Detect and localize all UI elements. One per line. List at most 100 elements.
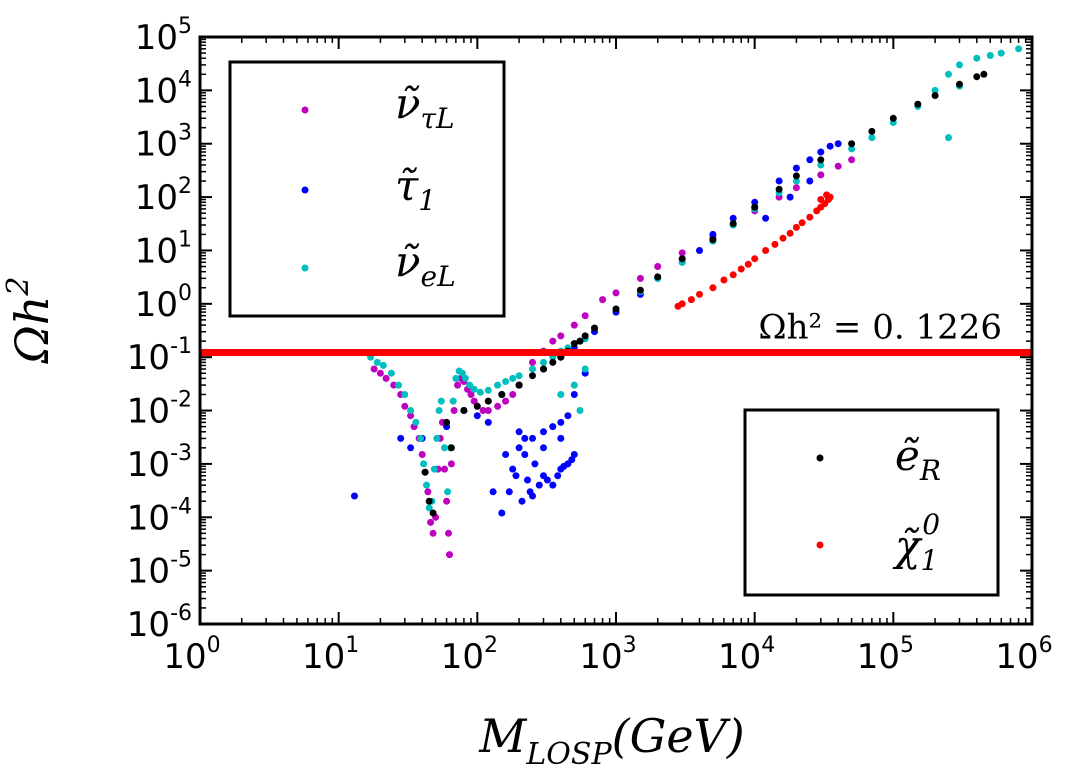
data-point-nu_tau_L bbox=[479, 407, 487, 414]
data-point-e_R bbox=[914, 100, 922, 108]
data-point-stau_1 bbox=[792, 164, 800, 172]
data-point-nu_e_L bbox=[557, 391, 565, 398]
data-point-e_R bbox=[848, 140, 856, 148]
data-point-e_R bbox=[654, 273, 662, 281]
data-point-e_R bbox=[460, 407, 468, 414]
data-point-e_R bbox=[931, 92, 939, 99]
data-point-stau_1 bbox=[489, 488, 497, 496]
data-point-stau_1 bbox=[834, 140, 842, 148]
data-point-nu_tau_L bbox=[636, 274, 644, 282]
data-point-stau_1 bbox=[535, 481, 543, 489]
data-point-stau_1 bbox=[521, 434, 529, 442]
legend-label-chi-1-0: χ̃10 bbox=[892, 508, 940, 577]
data-point-chi_1_0 bbox=[771, 240, 779, 248]
data-point-stau_1 bbox=[540, 428, 547, 436]
data-point-e_R bbox=[576, 337, 584, 345]
data-point-nu_tau_L bbox=[370, 365, 378, 373]
data-point-e_R bbox=[421, 468, 429, 476]
data-point-nu_e_L bbox=[430, 465, 438, 473]
data-point-e_R bbox=[709, 236, 717, 244]
data-point-nu_e_L bbox=[379, 361, 387, 369]
data-point-nu_tau_L bbox=[599, 296, 607, 304]
data-point-stau_1 bbox=[529, 492, 536, 500]
data-point-stau_1 bbox=[570, 451, 578, 458]
series-chi_1_0 bbox=[674, 191, 834, 310]
data-point-e_R bbox=[473, 402, 481, 410]
data-point-nu_e_L bbox=[576, 407, 584, 414]
data-point-nu_e_L bbox=[401, 391, 409, 398]
data-point-nu_e_L bbox=[931, 86, 939, 94]
y-tick-label: 100 bbox=[135, 281, 192, 325]
data-point-nu_e_L bbox=[502, 378, 510, 385]
data-point-nu_tau_L bbox=[429, 529, 437, 537]
data-point-nu_e_L bbox=[435, 407, 443, 414]
data-point-stau_1 bbox=[564, 412, 572, 420]
data-point-nu_e_L bbox=[387, 369, 395, 377]
data-point-stau_1 bbox=[549, 423, 557, 431]
data-point-nu_tau_L bbox=[848, 156, 856, 164]
data-point-chi_1_0 bbox=[762, 247, 770, 254]
data-point-nu_e_L bbox=[973, 54, 981, 62]
data-point-nu_e_L bbox=[395, 381, 402, 389]
data-point-e_R bbox=[792, 172, 800, 180]
data-point-stau_1 bbox=[762, 214, 770, 222]
data-point-nu_tau_L bbox=[549, 337, 557, 345]
data-point-stau_1 bbox=[549, 481, 557, 489]
data-point-nu_e_L bbox=[444, 488, 452, 496]
x-tick-label: 106 bbox=[995, 633, 1052, 677]
data-point-e_R bbox=[549, 358, 557, 366]
data-point-nu_tau_L bbox=[447, 460, 455, 468]
legend-box bbox=[228, 60, 506, 318]
data-point-e_R bbox=[980, 70, 988, 78]
data-point-nu_e_L bbox=[423, 481, 430, 489]
y-tick-label: 10-6 bbox=[127, 601, 192, 645]
legend-marker-nu-tau-L bbox=[301, 106, 309, 114]
data-point-nu_tau_L bbox=[445, 529, 452, 537]
data-point-nu_tau_L bbox=[376, 369, 384, 377]
data-point-nu_e_L bbox=[461, 374, 469, 382]
data-point-stau_1 bbox=[696, 247, 703, 254]
tick-marks bbox=[199, 36, 1033, 625]
data-point-stau_1 bbox=[806, 177, 814, 185]
data-point-stau_1 bbox=[826, 142, 834, 150]
y-tick-label: 104 bbox=[135, 67, 192, 111]
data-point-nu_e_L bbox=[570, 381, 578, 389]
data-point-e_R bbox=[443, 418, 451, 426]
data-point-nu_tau_L bbox=[441, 465, 448, 473]
y-tick-label: 105 bbox=[135, 14, 192, 58]
legend-marker-stau-1 bbox=[301, 186, 309, 194]
data-point-nu_e_L bbox=[458, 369, 466, 377]
data-point-stau_1 bbox=[568, 456, 576, 464]
data-point-nu_e_L bbox=[441, 444, 448, 452]
data-point-nu_e_L bbox=[986, 52, 994, 59]
data-point-stau_1 bbox=[515, 444, 523, 452]
data-point-chi_1_0 bbox=[696, 290, 703, 298]
x-tick-label: 103 bbox=[579, 633, 636, 677]
data-point-nu_e_L bbox=[420, 460, 428, 468]
data-point-chi_1_0 bbox=[678, 300, 686, 308]
data-point-nu_tau_L bbox=[427, 518, 435, 526]
data-point-chi_1_0 bbox=[786, 229, 794, 237]
series-e_R bbox=[421, 70, 988, 517]
data-point-nu_e_L bbox=[476, 388, 484, 396]
y-tick-label: 102 bbox=[135, 174, 192, 218]
data-point-stau_1 bbox=[557, 434, 565, 442]
y-tick-label: 10-1 bbox=[127, 334, 192, 378]
legend-marker-nu-e-L bbox=[301, 264, 309, 272]
x-tick-label: 100 bbox=[163, 633, 220, 677]
x-tick-label: 102 bbox=[441, 633, 498, 677]
data-point-stau_1 bbox=[351, 492, 358, 500]
data-point-nu_tau_L bbox=[443, 497, 451, 505]
data-point-stau_1 bbox=[518, 497, 526, 505]
data-point-e_R bbox=[581, 332, 589, 340]
data-point-nu_tau_L bbox=[654, 263, 662, 270]
series-stau_1 bbox=[351, 140, 842, 517]
data-point-nu_tau_L bbox=[446, 551, 453, 559]
data-point-nu_tau_L bbox=[792, 184, 800, 192]
data-point-chi_1_0 bbox=[779, 234, 787, 242]
data-point-nu_tau_L bbox=[678, 249, 686, 257]
data-point-nu_tau_L bbox=[502, 397, 510, 405]
data-point-e_R bbox=[729, 220, 737, 227]
legend-label-e-R: ẽR bbox=[895, 431, 941, 487]
